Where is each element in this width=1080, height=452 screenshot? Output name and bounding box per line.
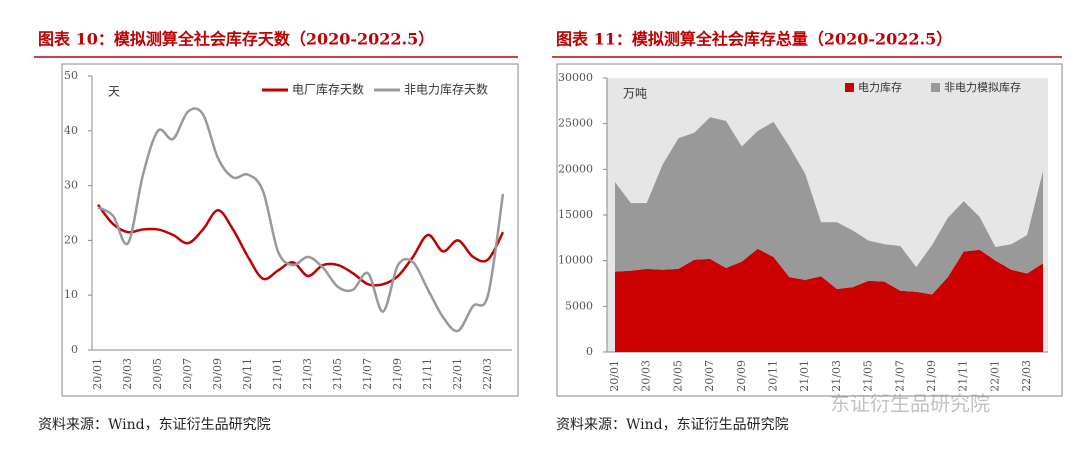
x-tick-label: 21/07 — [893, 360, 906, 392]
watermark: 东证衍生品研究院 — [830, 392, 990, 416]
chart-frame — [556, 63, 1063, 397]
series-line — [97, 204, 505, 287]
y-tick-label: 5000 — [565, 299, 593, 312]
x-tick-label: 20/11 — [767, 360, 780, 392]
x-tick-label: 21/03 — [830, 360, 843, 392]
y-tick-label: 10 — [64, 288, 78, 301]
y-tick-label: 25000 — [558, 117, 593, 130]
x-tick-label: 20/09 — [211, 358, 224, 390]
y-tick-label: 40 — [64, 124, 78, 137]
source-note: 资料来源：Wind，东证衍生品研究院 — [38, 417, 271, 433]
y-tick-label: 10000 — [558, 254, 593, 267]
unit-label: 天 — [108, 85, 120, 99]
x-tick-label: 20/07 — [181, 358, 194, 390]
area-segment — [615, 248, 1043, 352]
unit-label: 万吨 — [623, 87, 647, 101]
x-tick-label: 22/03 — [481, 358, 494, 390]
x-tick-label: 20/11 — [241, 358, 254, 390]
x-tick-label: 21/11 — [421, 358, 434, 390]
x-tick-label: 21/05 — [331, 358, 344, 390]
x-tick-label: 20/03 — [121, 358, 134, 390]
legend-label: 非电力模拟库存 — [944, 80, 1021, 94]
x-tick-label: 21/09 — [925, 360, 938, 392]
area-segment — [615, 117, 1043, 295]
x-tick-label: 21/07 — [361, 358, 374, 390]
x-tick-label: 20/05 — [151, 358, 164, 390]
legend-label: 电厂库存天数 — [292, 82, 364, 97]
chart-frame — [61, 63, 519, 397]
x-tick-label: 20/07 — [703, 360, 716, 392]
legend-label: 电力库存 — [858, 80, 902, 94]
x-tick-label: 20/01 — [91, 358, 104, 390]
x-tick-label: 21/05 — [862, 360, 875, 392]
x-tick-label: 21/03 — [301, 358, 314, 390]
source-note: 资料来源：Wind，东证衍生品研究院 — [556, 417, 789, 433]
x-tick-label: 20/03 — [640, 360, 653, 392]
y-tick-label: 20 — [64, 233, 78, 246]
legend-swatch — [845, 83, 854, 92]
y-tick-label: 50 — [64, 69, 78, 82]
x-tick-label: 21/01 — [798, 360, 811, 392]
series-line — [97, 107, 505, 333]
legend-label: 非电力库存天数 — [404, 82, 488, 97]
x-tick-label: 20/05 — [671, 360, 684, 392]
x-tick-label: 20/09 — [735, 360, 748, 392]
legend-swatch — [931, 83, 940, 92]
y-tick-label: 0 — [586, 345, 593, 358]
x-tick-label: 22/01 — [988, 360, 1001, 392]
chart-title: 图表 10：模拟测算全社会库存天数（2020-2022.5） — [38, 30, 434, 49]
chart-title: 图表 11：模拟测算全社会库存总量（2020-2022.5） — [556, 30, 952, 49]
y-tick-label: 20000 — [558, 162, 593, 175]
x-tick-label: 21/01 — [271, 358, 284, 390]
y-tick-label: 30 — [64, 179, 78, 192]
x-tick-label: 22/01 — [451, 358, 464, 390]
x-tick-label: 21/09 — [391, 358, 404, 390]
y-tick-label: 0 — [71, 343, 78, 356]
x-tick-label: 22/03 — [1020, 360, 1033, 392]
y-tick-label: 15000 — [558, 208, 593, 221]
x-tick-label: 21/11 — [957, 360, 970, 392]
y-tick-label: 30000 — [558, 71, 593, 84]
x-tick-label: 20/01 — [608, 360, 621, 392]
